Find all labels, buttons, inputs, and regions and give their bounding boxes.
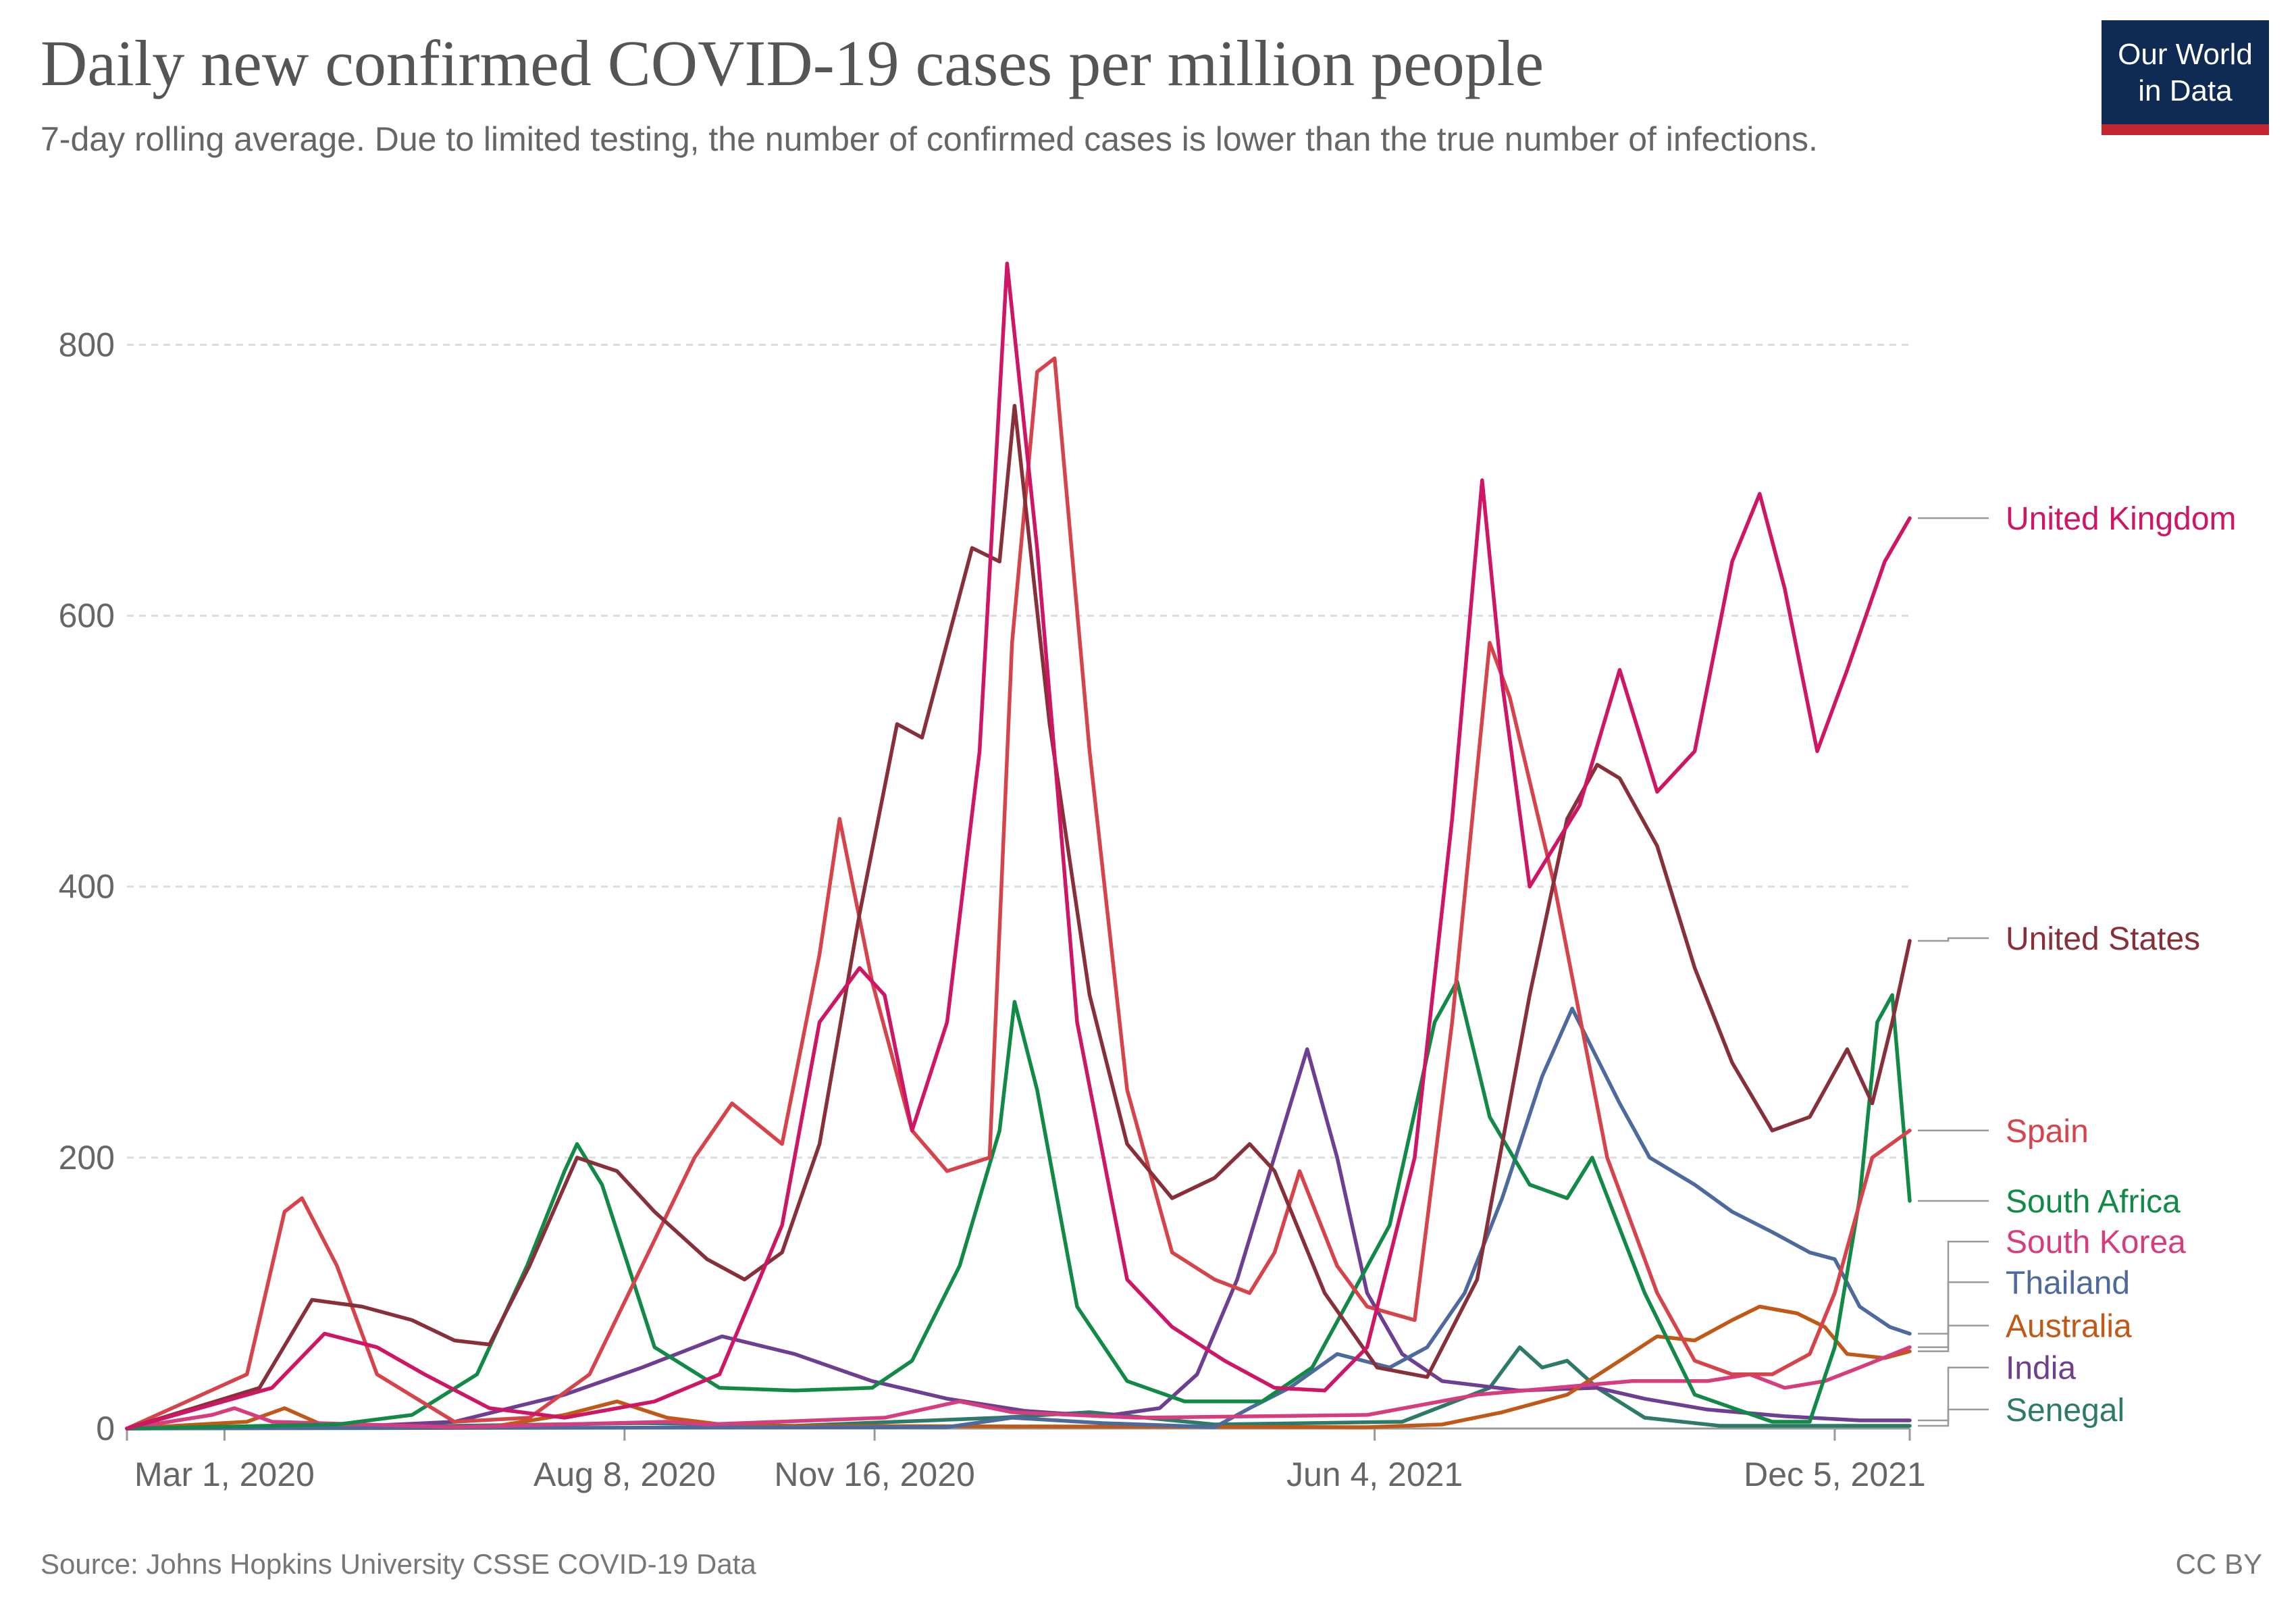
series-line-south-africa[interactable] [125, 979, 1912, 1431]
series-line-united-kingdom[interactable] [125, 261, 1912, 1431]
x-tick-label: Mar 1, 2020 [134, 1456, 315, 1493]
series-label-united-kingdom[interactable]: United Kingdom [2006, 501, 2237, 537]
x-tick-label: Nov 16, 2020 [774, 1456, 974, 1493]
grid-lines [127, 343, 1910, 1159]
label-connector [1918, 1408, 1989, 1427]
series-label-south-korea[interactable]: South Korea [2006, 1225, 2186, 1260]
y-tick-label: 800 [59, 326, 115, 363]
series-line-india[interactable] [125, 1047, 1912, 1431]
x-tick-label: Aug 8, 2020 [533, 1456, 716, 1493]
series-label-india[interactable]: India [2006, 1351, 2076, 1387]
series-label-senegal[interactable]: Senegal [2006, 1393, 2124, 1429]
series-line-thailand[interactable] [125, 1006, 1912, 1431]
series-label-australia[interactable]: Australia [2006, 1309, 2132, 1345]
logo-line-1: Our World [2118, 38, 2253, 71]
x-tick-label: Jun 4, 2021 [1286, 1456, 1463, 1493]
end-labels: United Kingdom United States Spain South Af… [1918, 501, 2237, 1429]
label-connector [1918, 1366, 1989, 1422]
label-connector [1918, 1240, 1989, 1348]
series-label-thailand[interactable]: Thailand [2006, 1265, 2130, 1301]
label-connector [1918, 937, 1989, 942]
series-line-united-states[interactable] [125, 403, 1912, 1431]
chart-subtitle: 7-day rolling average. Due to limited te… [41, 120, 1818, 158]
owid-logo[interactable]: Our World in Data [2102, 20, 2269, 135]
series-label-south-africa[interactable]: South Africa [2006, 1184, 2181, 1220]
y-tick-label: 400 [59, 868, 115, 906]
y-tick-label: 600 [59, 597, 115, 635]
line-chart: 0 200 400 600 800 Mar 1, 2020 Aug 8, 2020 Nov 1… [59, 261, 2237, 1493]
series-label-spain[interactable]: Spain [2006, 1114, 2089, 1150]
series-lines [125, 261, 1912, 1431]
axes: 0 200 400 600 800 Mar 1, 2020 Aug 8, 2020 Nov 1… [59, 326, 1926, 1493]
series-line-spain[interactable] [125, 356, 1912, 1431]
x-tick-label: Dec 5, 2021 [1744, 1456, 1926, 1493]
y-tick-label: 0 [96, 1410, 115, 1447]
chart-title: Daily new confirmed COVID-19 cases per m… [41, 27, 1544, 99]
license-link[interactable]: CC BY [2175, 1548, 2262, 1580]
label-connector [1918, 1324, 1989, 1352]
series-label-united-states[interactable]: United States [2006, 921, 2200, 957]
logo-line-2: in Data [2138, 74, 2233, 107]
label-connector [1918, 1281, 1989, 1335]
source-note: Source: Johns Hopkins University CSSE CO… [41, 1548, 756, 1580]
y-tick-label: 200 [59, 1139, 115, 1177]
